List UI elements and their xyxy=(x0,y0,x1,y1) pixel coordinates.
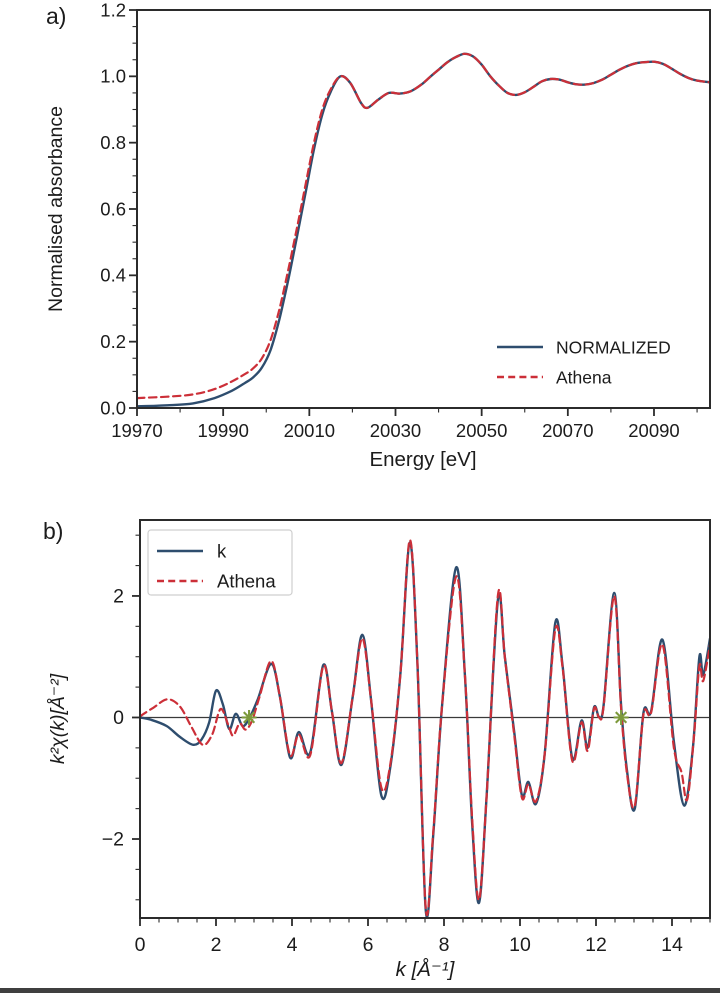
series-line-athena xyxy=(140,538,710,917)
panel-b-label: b) xyxy=(43,518,63,544)
series-line-athena xyxy=(137,52,710,400)
chart-a: a) 19970 19990 20010 20030 20050 20070 20090 0.… xyxy=(45,0,711,471)
y-tick-label: 0 xyxy=(113,707,124,729)
x-tick-label: 0 xyxy=(135,934,146,956)
x-tick-label: 8 xyxy=(439,934,450,956)
x-tick-label: 19970 xyxy=(111,420,162,441)
legend-label-normalized: NORMALIZED xyxy=(556,338,671,358)
page-bottom-rule xyxy=(0,988,720,993)
chart-b-x-axis-label: k [Å⁻¹] xyxy=(396,958,456,981)
y-tick-label: −2 xyxy=(102,828,124,850)
legend-label-athena-b: Athena xyxy=(217,571,276,592)
chart-a-curves xyxy=(137,52,710,408)
chart-b: b) 0 2 4 6 8 10 12 14 −2 0 2 k [Å⁻¹] k²χ(k)[Å⁻²] k… xyxy=(43,518,711,981)
x-tick-label: 20090 xyxy=(628,420,679,441)
chart-b-legend: k Athena xyxy=(147,529,293,596)
chart-a-legend: NORMALIZED Athena xyxy=(497,338,671,388)
y-tick-label: 1.2 xyxy=(100,0,126,20)
legend-box xyxy=(147,529,293,596)
x-tick-label: 4 xyxy=(287,934,298,956)
x-tick-label: 10 xyxy=(509,934,531,956)
y-tick-label: 0.4 xyxy=(100,265,126,286)
chart-b-y-axis-label: k²χ(k)[Å⁻²] xyxy=(46,673,69,764)
x-tick-label: 20070 xyxy=(542,420,593,441)
x-tick-label: 6 xyxy=(363,934,374,956)
k-range-markers xyxy=(241,709,629,725)
series-line-k xyxy=(140,541,710,918)
legend-label-k: k xyxy=(217,541,227,562)
asterisk-marker xyxy=(613,709,629,725)
chart-b-curves xyxy=(140,538,710,918)
x-tick-label: 20030 xyxy=(370,420,421,441)
chart-b-plot-frame xyxy=(139,519,711,919)
y-tick-label: 0.8 xyxy=(100,132,126,153)
asterisk-marker xyxy=(241,709,257,725)
y-tick-label: 0.6 xyxy=(100,198,126,219)
x-tick-label: 12 xyxy=(585,934,607,956)
x-tick-label: 19990 xyxy=(197,420,248,441)
x-tick-label: 14 xyxy=(661,934,683,956)
y-tick-label: 2 xyxy=(113,585,124,607)
x-tick-label: 20010 xyxy=(284,420,335,441)
panel-a-label: a) xyxy=(46,3,66,29)
y-tick-label: 0.2 xyxy=(100,331,126,352)
x-tick-label: 20050 xyxy=(456,420,507,441)
x-tick-label: 2 xyxy=(211,934,222,956)
legend-label-athena: Athena xyxy=(556,368,612,388)
y-tick-label: 0.0 xyxy=(100,397,126,418)
chart-a-plot-frame xyxy=(136,9,711,409)
chart-a-axes-ticks: 19970 19990 20010 20030 20050 20070 20090 0.0 0.… xyxy=(100,0,698,441)
chart-a-x-axis-label: Energy [eV] xyxy=(369,448,476,471)
chart-a-y-axis-label: Normalised absorbance xyxy=(45,106,67,312)
y-tick-label: 1.0 xyxy=(100,66,126,87)
chart-b-axes-ticks: 0 2 4 6 8 10 12 14 −2 0 2 xyxy=(102,534,711,956)
